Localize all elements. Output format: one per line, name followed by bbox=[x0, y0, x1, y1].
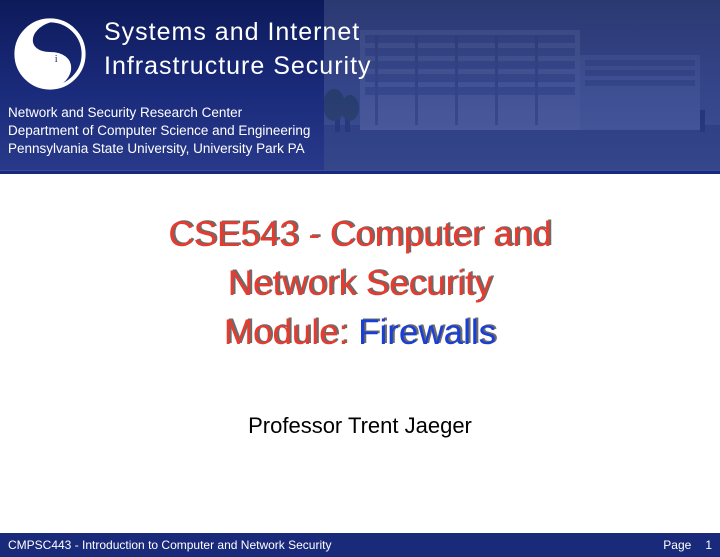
slide: i i Systems and Internet Infrastructure … bbox=[0, 0, 720, 557]
logo-letter-mid: i bbox=[55, 54, 58, 65]
title-line2: Network Security bbox=[228, 259, 493, 308]
footer-course: CMPSC443 - Introduction to Computer and … bbox=[8, 538, 331, 552]
affiliation-line1: Network and Security Research Center bbox=[8, 104, 720, 122]
footer-page-label: Page bbox=[663, 538, 691, 552]
slide-body: CSE543 - Computer and CSE543 - Computer … bbox=[0, 174, 720, 533]
title-line3: Module: Firewalls bbox=[224, 308, 496, 357]
presenter-name: Professor Trent Jaeger bbox=[248, 413, 472, 439]
slide-title: CSE543 - Computer and CSE543 - Computer … bbox=[168, 210, 551, 357]
slide-footer: CMPSC443 - Introduction to Computer and … bbox=[0, 533, 720, 557]
logo-letter-tl: i bbox=[24, 28, 27, 39]
affiliation-line2: Department of Computer Science and Engin… bbox=[8, 122, 720, 140]
title-line3-topic: Firewalls bbox=[358, 313, 496, 352]
slide-header: i i Systems and Internet Infrastructure … bbox=[0, 0, 720, 174]
header-title-line1: Systems and Internet bbox=[104, 16, 372, 50]
siis-logo: i i bbox=[10, 14, 90, 94]
header-affiliation: Network and Security Research Center Dep… bbox=[0, 94, 720, 159]
header-title: Systems and Internet Infrastructure Secu… bbox=[104, 14, 372, 84]
header-title-line2: Infrastructure Security bbox=[104, 50, 372, 84]
footer-page-number: 1 bbox=[705, 538, 712, 552]
title-line1: CSE543 - Computer and bbox=[168, 210, 551, 259]
affiliation-line3: Pennsylvania State University, Universit… bbox=[8, 140, 720, 158]
title-line3-prefix: Module: bbox=[224, 313, 358, 352]
